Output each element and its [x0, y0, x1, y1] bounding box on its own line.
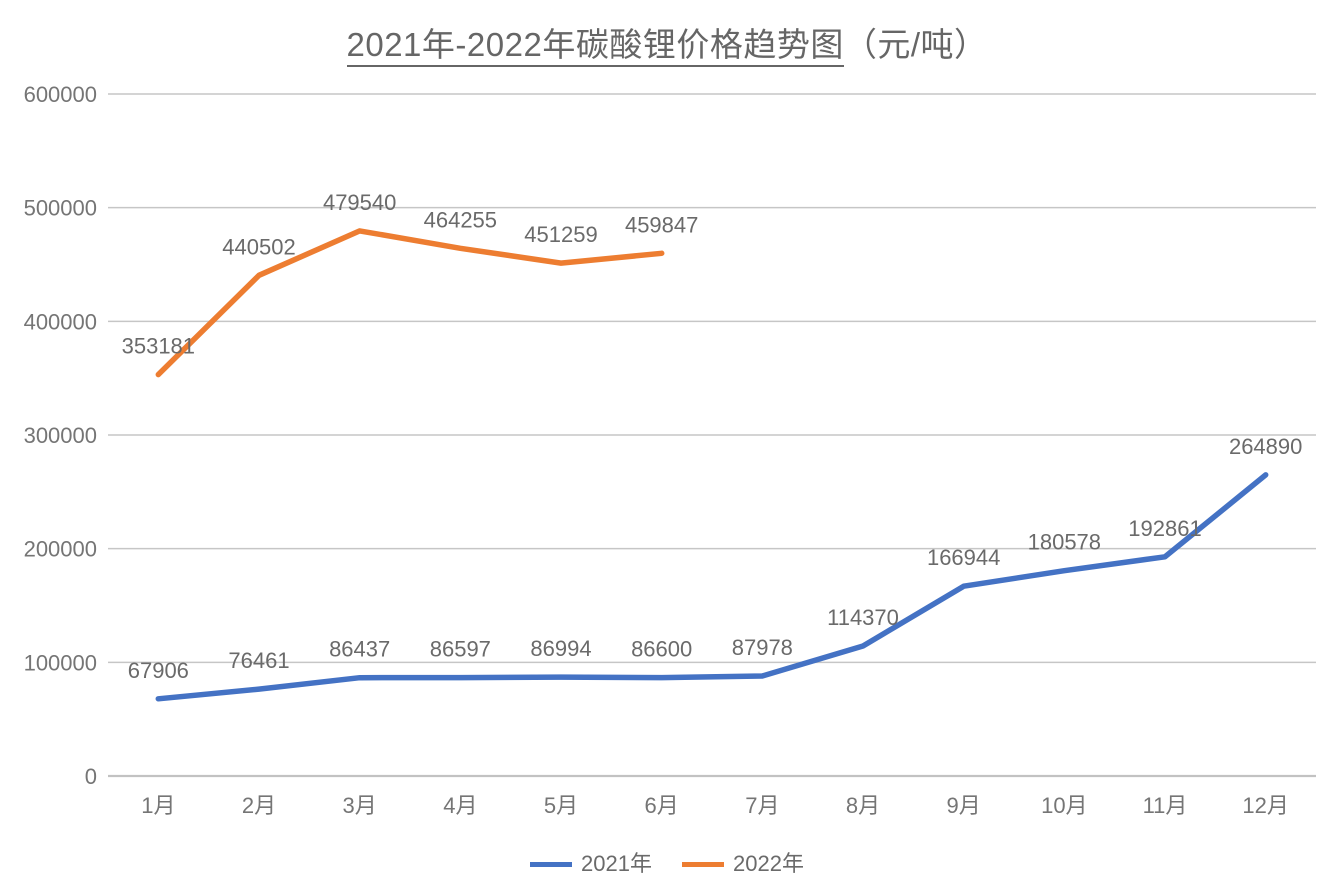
- x-axis-tick-label: 7月: [745, 793, 779, 818]
- chart-title-suffix: （元/吨）: [843, 26, 988, 63]
- x-axis-tick-label: 5月: [544, 793, 578, 818]
- y-axis-tick-label: 400000: [24, 309, 97, 334]
- y-axis-tick-label: 0: [85, 764, 97, 789]
- data-label: 479540: [323, 190, 396, 215]
- series-line-2022年[interactable]: [155, 228, 665, 378]
- data-label: 166944: [927, 545, 1000, 570]
- data-label: 76461: [228, 648, 289, 673]
- data-label: 67906: [128, 658, 189, 683]
- data-label: 114370: [827, 605, 899, 630]
- x-axis-tick-label: 4月: [443, 793, 477, 818]
- data-label: 192861: [1128, 516, 1201, 541]
- data-label: 87978: [732, 635, 793, 660]
- y-axis-tick-label: 600000: [24, 82, 97, 107]
- legend-item-2022年[interactable]: 2022年: [682, 853, 804, 875]
- data-label: 86600: [631, 637, 692, 662]
- x-axis-tick-label: 8月: [846, 793, 880, 818]
- data-label: 264890: [1229, 434, 1302, 459]
- legend-item-2021年[interactable]: 2021年: [530, 853, 652, 875]
- legend-label: 2022年: [733, 851, 804, 876]
- y-axis-tick-label: 200000: [24, 537, 97, 562]
- chart-title: 2021年-2022年碳酸锂价格趋势图（元/吨）: [0, 18, 1334, 67]
- data-label: 86994: [530, 636, 591, 661]
- data-label: 440502: [222, 234, 295, 259]
- x-axis-tick-label: 11月: [1143, 793, 1188, 818]
- x-axis-tick-label: 12月: [1242, 793, 1288, 818]
- data-label: 86597: [430, 637, 491, 662]
- legend-label: 2021年: [581, 851, 652, 876]
- x-axis-tick-label: 10月: [1041, 793, 1087, 818]
- data-label: 464255: [424, 207, 497, 232]
- x-axis-tick-label: 9月: [947, 793, 981, 818]
- x-axis-tick-label: 1月: [141, 793, 175, 818]
- data-label: 451259: [524, 222, 597, 247]
- x-axis-tick-label: 6月: [645, 793, 679, 818]
- data-label: 180578: [1028, 530, 1101, 555]
- data-label: 86437: [329, 637, 390, 662]
- y-axis-tick-label: 100000: [24, 650, 97, 675]
- x-axis-tick-label: 3月: [343, 793, 377, 818]
- legend-swatch: [530, 861, 573, 867]
- series-line-2021年[interactable]: [155, 472, 1269, 702]
- chart-legend: 2021年 2022年: [0, 853, 1334, 875]
- y-axis-tick-label: 300000: [24, 423, 97, 448]
- chart-title-main: 2021年-2022年碳酸锂价格趋势图: [346, 26, 844, 67]
- y-axis-tick-label: 500000: [24, 196, 97, 221]
- data-label: 459847: [625, 212, 698, 237]
- data-label: 353181: [122, 334, 195, 359]
- legend-swatch: [682, 861, 724, 867]
- x-axis-tick-label: 2月: [242, 793, 276, 818]
